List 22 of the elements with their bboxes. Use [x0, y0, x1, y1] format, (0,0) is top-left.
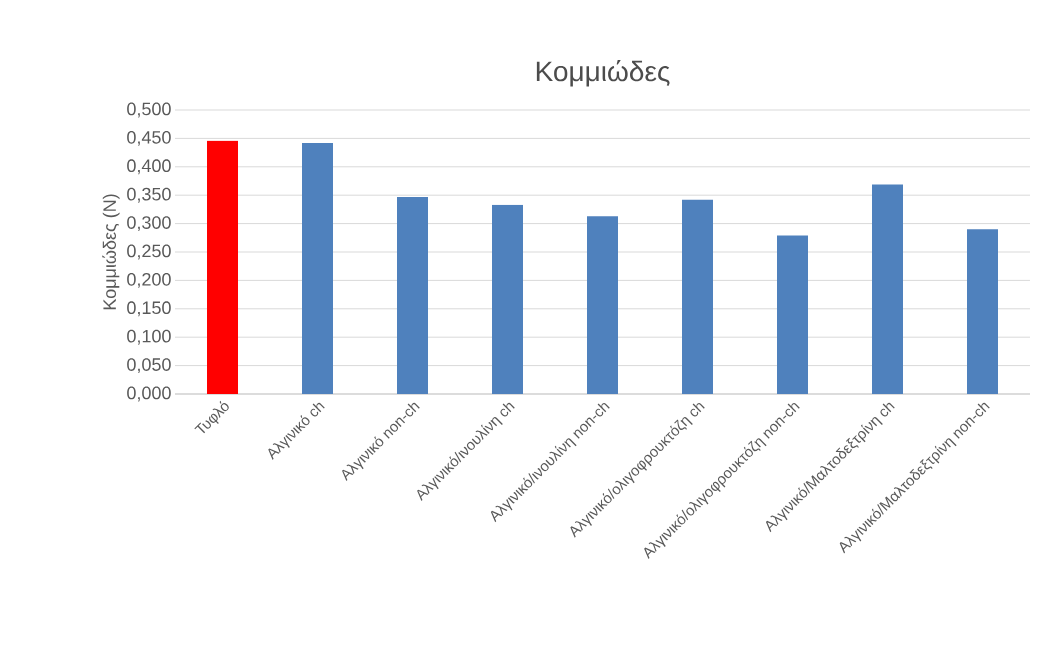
y-tick-label: 0,150 [127, 301, 171, 317]
bar [777, 235, 808, 394]
y-tick-label: 0,000 [127, 386, 171, 402]
bar [587, 216, 618, 394]
y-tick-label: 0,200 [127, 272, 171, 288]
bar [872, 184, 903, 394]
y-tick-label: 0,050 [127, 358, 171, 374]
y-axis-title: Κομμιώδες (N) [102, 194, 120, 310]
y-tick-label: 0,400 [127, 159, 171, 175]
bar [302, 142, 333, 394]
y-tick-label: 0,450 [127, 130, 171, 146]
y-tick-label: 0,350 [127, 187, 171, 203]
bar [207, 140, 239, 394]
y-tick-label: 0,300 [127, 216, 171, 232]
y-tick-label: 0,100 [127, 329, 171, 345]
bar [967, 229, 998, 394]
bar [397, 196, 429, 394]
chart-title: Κομμιώδες [536, 59, 670, 87]
bar [492, 204, 523, 394]
bar [682, 199, 713, 394]
y-tick-label: 0,500 [127, 102, 171, 118]
y-tick-label: 0,250 [127, 244, 171, 260]
